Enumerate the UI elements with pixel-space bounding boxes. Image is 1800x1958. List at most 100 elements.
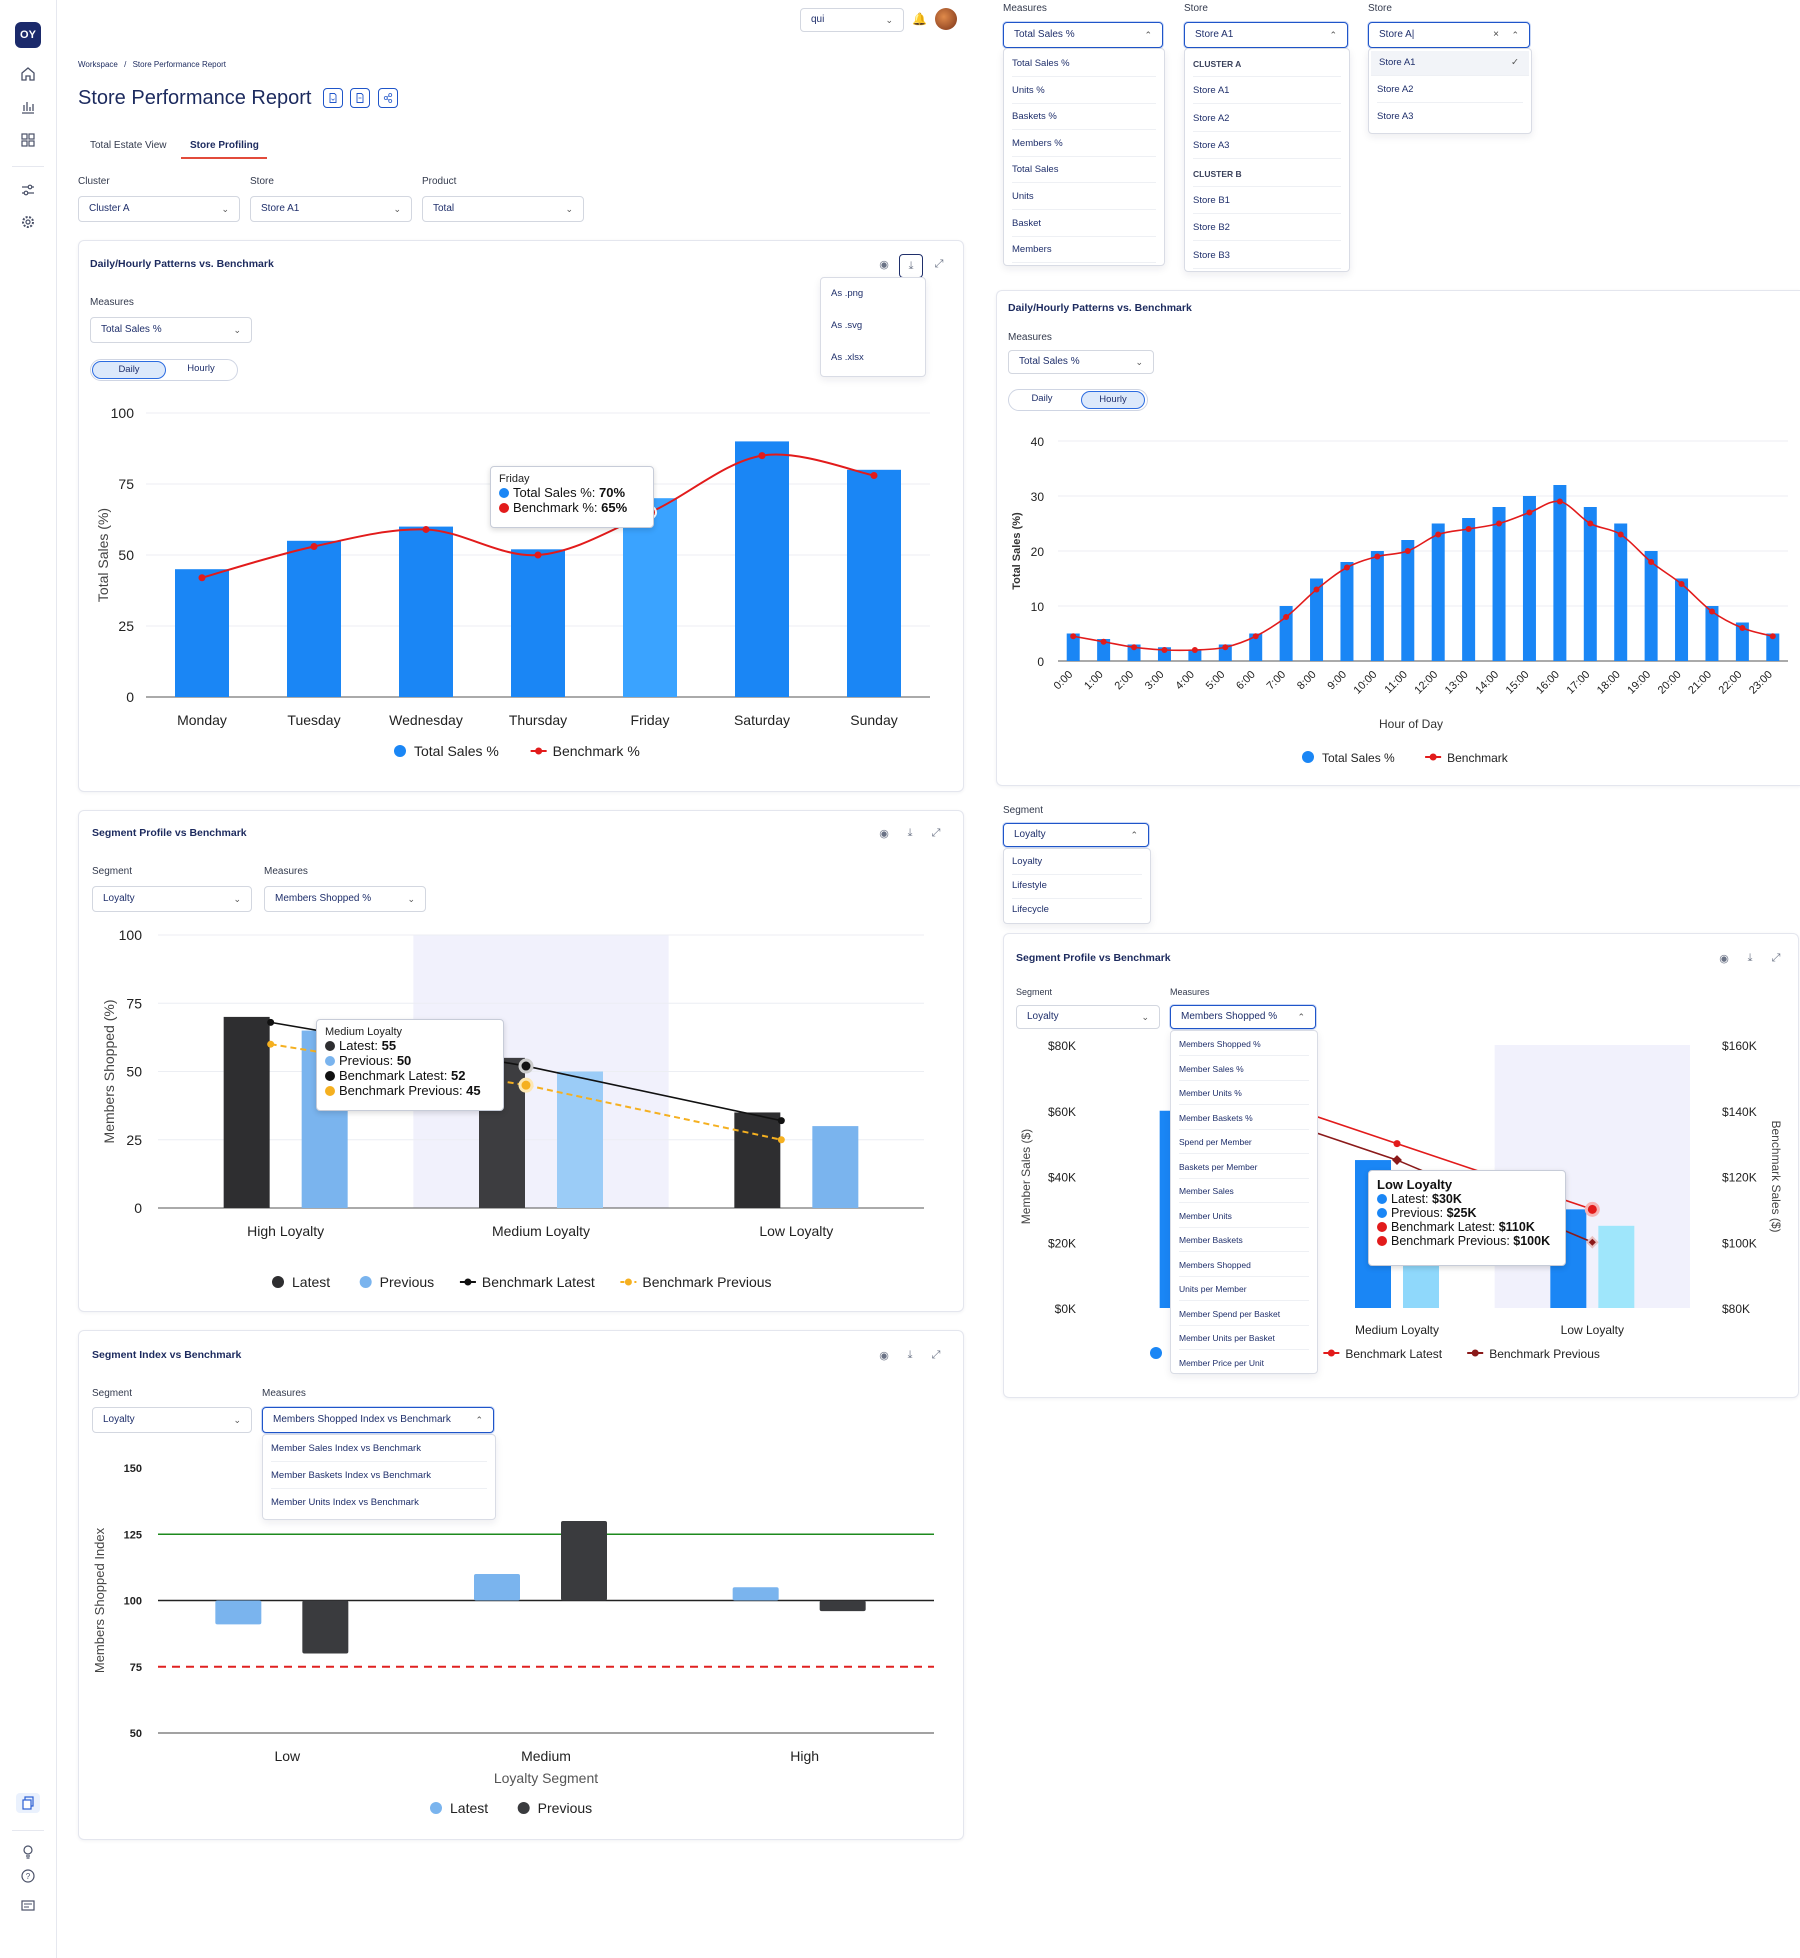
- rt-seg-segment-select[interactable]: Loyalty ⌄: [1016, 1005, 1160, 1029]
- feedback-icon[interactable]: [18, 1896, 38, 1916]
- tab-store-profiling[interactable]: Store Profiling: [190, 140, 259, 151]
- seg-measure-option-2[interactable]: Member Units %: [1179, 1082, 1309, 1105]
- gear-icon[interactable]: [18, 212, 38, 232]
- measures-option-6[interactable]: Basket: [1012, 212, 1156, 237]
- index-option-member-units[interactable]: Member Units Index vs Benchmark: [271, 1497, 419, 1508]
- measures-option-7[interactable]: Members: [1012, 238, 1156, 264]
- segment-measures-select[interactable]: Members Shopped % ⌄: [264, 886, 426, 912]
- toggle-hourly[interactable]: Hourly: [1081, 391, 1145, 409]
- tooltip-label-sales: Total Sales %:: [513, 485, 599, 500]
- rt-store-search-input[interactable]: Store A| × ⌃: [1368, 22, 1530, 48]
- export-pdf-icon[interactable]: [323, 88, 343, 108]
- measures-option-5[interactable]: Units: [1012, 185, 1156, 210]
- index-option-member-baskets[interactable]: Member Baskets Index vs Benchmark: [271, 1464, 487, 1489]
- daily-measures-select[interactable]: Total Sales % ⌄: [90, 317, 252, 343]
- rt-seg-measures-label: Measures: [1170, 987, 1210, 997]
- store-option-7[interactable]: Store B3: [1193, 244, 1341, 269]
- store-option-6[interactable]: Store B2: [1193, 216, 1341, 242]
- measures-option-2[interactable]: Baskets %: [1012, 105, 1156, 131]
- breadcrumb-workspace[interactable]: Workspace: [78, 60, 118, 69]
- measures-option-3[interactable]: Members %: [1012, 132, 1156, 157]
- seg-measure-option-5[interactable]: Baskets per Member: [1179, 1156, 1309, 1179]
- toggle-hourly[interactable]: Hourly: [187, 363, 215, 374]
- seg-measure-option-13[interactable]: Member Price per Unit: [1179, 1352, 1309, 1375]
- seg-measure-option-4[interactable]: Spend per Member: [1179, 1131, 1309, 1154]
- rt-segment-select[interactable]: Loyalty ⌃: [1003, 823, 1149, 847]
- clear-icon[interactable]: ×: [1493, 29, 1499, 40]
- measures-option-4[interactable]: Total Sales: [1012, 158, 1156, 184]
- share-icon[interactable]: [378, 88, 398, 108]
- expand-icon[interactable]: ⤢: [931, 826, 941, 839]
- measures-option-0[interactable]: Total Sales %: [1012, 52, 1156, 77]
- toggle-daily[interactable]: Daily: [1031, 393, 1053, 404]
- toggle-daily[interactable]: Daily: [92, 361, 166, 379]
- rt-store-option-a1[interactable]: Store A1 ✓: [1371, 51, 1529, 76]
- avatar[interactable]: [935, 8, 957, 30]
- seg-measure-option-1[interactable]: Member Sales %: [1179, 1058, 1309, 1081]
- index-option-member-sales[interactable]: Member Sales Index vs Benchmark: [271, 1437, 487, 1462]
- export-file-icon[interactable]: [350, 88, 370, 108]
- rt-measures-select[interactable]: Total Sales % ⌃: [1003, 22, 1163, 48]
- index-measures-select[interactable]: Members Shopped Index vs Benchmark ⌃: [262, 1407, 494, 1433]
- download-icon[interactable]: ⤓: [899, 254, 923, 278]
- rt-store-option-a2[interactable]: Store A2: [1377, 78, 1523, 103]
- expand-icon[interactable]: ⤢: [934, 257, 944, 270]
- seg-measure-option-9[interactable]: Members Shopped: [1179, 1254, 1309, 1277]
- seg-measure-option-11[interactable]: Member Spend per Basket: [1179, 1303, 1309, 1326]
- sliders-icon[interactable]: [18, 180, 38, 200]
- store-select[interactable]: Store A1 ⌄: [250, 196, 412, 222]
- bar-hour-10: [1370, 551, 1384, 661]
- benchmark-point-1: [310, 542, 318, 550]
- seg-measure-option-8[interactable]: Member Baskets: [1179, 1229, 1309, 1252]
- eye-icon[interactable]: ◉: [879, 827, 889, 840]
- product-select[interactable]: Total ⌄: [422, 196, 584, 222]
- download-icon[interactable]: ⤓: [907, 826, 913, 839]
- cluster-select[interactable]: Cluster A ⌄: [78, 196, 240, 222]
- store-option-5[interactable]: Store B1: [1193, 189, 1341, 214]
- rt-tooltip-row-previous: Previous: $25K: [1377, 1206, 1557, 1220]
- segment-option-lifestyle[interactable]: Lifestyle: [1012, 874, 1142, 899]
- chevron-down-icon: ⌄: [885, 15, 893, 25]
- home-icon[interactable]: [18, 64, 38, 84]
- seg-measure-option-3[interactable]: Member Baskets %: [1179, 1107, 1309, 1130]
- seg-measure-option-12[interactable]: Member Units per Basket: [1179, 1327, 1309, 1350]
- seg-measure-option-6[interactable]: Member Sales: [1179, 1180, 1309, 1203]
- seg-measure-option-7[interactable]: Member Units: [1179, 1205, 1309, 1228]
- expand-icon[interactable]: ⤢: [1771, 951, 1781, 964]
- segment-option-lifecycle[interactable]: Lifecycle: [1012, 904, 1049, 915]
- measures-option-1[interactable]: Units %: [1012, 79, 1156, 104]
- eye-icon[interactable]: ◉: [879, 1349, 889, 1362]
- bar-chart-icon[interactable]: [18, 97, 38, 117]
- segment-option-loyalty[interactable]: Loyalty: [1012, 850, 1142, 875]
- store-option-1[interactable]: Store A1: [1193, 79, 1341, 105]
- seg-measure-option-0[interactable]: Members Shopped %: [1179, 1033, 1309, 1056]
- copy-icon[interactable]: [16, 1793, 40, 1813]
- download-png[interactable]: As .png: [831, 288, 864, 299]
- user-select[interactable]: qui ⌄: [800, 8, 904, 32]
- download-svg[interactable]: As .svg: [831, 320, 863, 331]
- expand-icon[interactable]: ⤢: [931, 1348, 941, 1361]
- store-option-3[interactable]: Store A3: [1193, 134, 1341, 160]
- store-option-2[interactable]: Store A2: [1193, 107, 1341, 132]
- tab-total-estate-view[interactable]: Total Estate View: [90, 140, 167, 151]
- bell-icon[interactable]: 🔔: [912, 12, 927, 26]
- help-icon[interactable]: ?: [18, 1866, 38, 1886]
- x-tick-label-0: 0:00: [1052, 669, 1076, 693]
- hourly-measures-select[interactable]: Total Sales % ⌄: [1008, 350, 1154, 374]
- seg-measure-option-10[interactable]: Units per Member: [1179, 1278, 1309, 1301]
- eye-icon[interactable]: ◉: [1719, 952, 1729, 965]
- lightbulb-icon[interactable]: [18, 1842, 38, 1862]
- bar-hour-8: [1310, 578, 1324, 661]
- rt-store-option-a3[interactable]: Store A3: [1377, 111, 1414, 122]
- rt-seg-measures-select[interactable]: Members Shopped % ⌃: [1170, 1005, 1316, 1029]
- grid-icon[interactable]: [18, 130, 38, 150]
- index-segment-select[interactable]: Loyalty ⌄: [92, 1407, 252, 1433]
- eye-icon[interactable]: ◉: [879, 258, 889, 271]
- download-xlsx[interactable]: As .xlsx: [831, 352, 864, 363]
- rt-store-select[interactable]: Store A1 ⌃: [1184, 22, 1348, 48]
- bar-hour-20: [1675, 578, 1689, 661]
- app-logo[interactable]: OY: [15, 22, 41, 48]
- segment-select[interactable]: Loyalty ⌄: [92, 886, 252, 912]
- download-icon[interactable]: ⤓: [907, 1348, 913, 1361]
- download-icon[interactable]: ⤓: [1747, 951, 1753, 964]
